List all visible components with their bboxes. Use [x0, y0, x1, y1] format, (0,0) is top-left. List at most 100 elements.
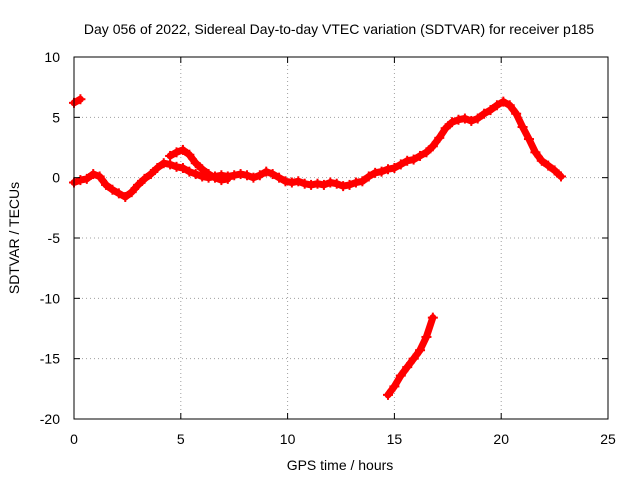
grid	[74, 57, 608, 419]
data-point	[177, 163, 188, 174]
data-point	[184, 149, 195, 160]
y-tick-label: 5	[52, 109, 60, 125]
data-point	[421, 147, 432, 158]
series-line	[384, 314, 437, 399]
data-point	[543, 160, 554, 171]
data-point	[402, 155, 413, 166]
data-point	[376, 166, 387, 177]
data-point	[395, 159, 406, 170]
series-layer	[69, 94, 567, 400]
data-point	[408, 154, 419, 165]
x-tick-label: 5	[177, 431, 185, 447]
data-point	[158, 158, 169, 169]
x-tick-label: 25	[600, 431, 616, 447]
data-point	[107, 184, 118, 195]
data-point	[101, 179, 112, 190]
data-point	[523, 134, 534, 145]
data-point	[344, 179, 355, 190]
data-point	[440, 123, 451, 134]
data-point	[549, 165, 560, 176]
data-point	[402, 362, 413, 373]
data-point	[485, 105, 496, 116]
data-point	[216, 175, 227, 186]
data-point	[248, 172, 259, 183]
x-tick-label: 10	[280, 431, 296, 447]
data-point	[165, 159, 176, 170]
ticks: 0 5 10 15 20 25 -20 -15 -10 -5 0 5 10	[40, 49, 616, 447]
data-point	[370, 167, 381, 178]
data-point	[139, 173, 150, 184]
data-point	[331, 178, 342, 189]
data-point	[434, 132, 445, 143]
data-point	[274, 172, 285, 183]
data-point	[530, 147, 541, 158]
data-point	[415, 150, 426, 161]
data-point	[357, 176, 368, 187]
data-point	[491, 100, 502, 111]
data-point	[389, 381, 400, 392]
data-point	[133, 179, 144, 190]
data-point	[318, 179, 329, 190]
data-point	[472, 113, 483, 124]
y-tick-label: -5	[48, 230, 61, 246]
data-point	[466, 115, 477, 126]
data-point	[152, 163, 163, 174]
data-point	[177, 144, 188, 155]
x-axis-label: GPS time / hours	[287, 457, 394, 473]
y-tick-label: -20	[40, 411, 60, 427]
data-point	[222, 173, 233, 184]
data-point	[415, 345, 426, 356]
data-point	[190, 158, 201, 169]
y-tick-label: -15	[40, 351, 60, 367]
data-point	[209, 172, 220, 183]
data-point	[325, 177, 336, 188]
data-point	[447, 117, 458, 128]
data-point	[235, 169, 246, 180]
data-point	[293, 176, 304, 187]
data-point	[286, 177, 297, 188]
data-point	[306, 179, 317, 190]
series-line	[166, 146, 232, 184]
data-point	[459, 113, 470, 124]
data-point	[299, 178, 310, 189]
data-point	[408, 353, 419, 364]
x-tick-label: 20	[493, 431, 509, 447]
y-tick-label: 0	[52, 170, 60, 186]
data-point	[427, 312, 438, 323]
data-point	[312, 178, 323, 189]
data-point	[120, 191, 131, 202]
data-point	[338, 181, 349, 192]
data-point	[511, 108, 522, 119]
data-point	[81, 173, 92, 184]
data-point	[184, 166, 195, 177]
y-tick-label: -10	[40, 290, 60, 306]
data-point	[504, 100, 515, 111]
data-point	[267, 169, 278, 180]
data-point	[382, 389, 393, 400]
data-point	[165, 150, 176, 161]
data-point	[229, 170, 240, 181]
data-point	[556, 171, 567, 182]
data-point	[395, 370, 406, 381]
data-point	[363, 171, 374, 182]
data-point	[254, 170, 265, 181]
data-point	[171, 161, 182, 172]
data-point	[421, 331, 432, 342]
data-point	[536, 155, 547, 166]
data-point	[145, 169, 156, 180]
data-point	[190, 169, 201, 180]
data-point	[197, 164, 208, 175]
data-point	[479, 108, 490, 119]
y-tick-label: 10	[44, 49, 60, 65]
chart-title: Day 056 of 2022, Sidereal Day-to-day VTE…	[84, 21, 594, 37]
data-point	[382, 164, 393, 175]
data-point	[75, 175, 86, 186]
data-point	[203, 169, 214, 180]
data-point	[113, 188, 124, 199]
data-point	[126, 187, 137, 198]
data-point	[350, 177, 361, 188]
data-point	[94, 171, 105, 182]
y-axis-label: SDTVAR / TECUs	[6, 182, 22, 294]
data-point	[261, 166, 272, 177]
